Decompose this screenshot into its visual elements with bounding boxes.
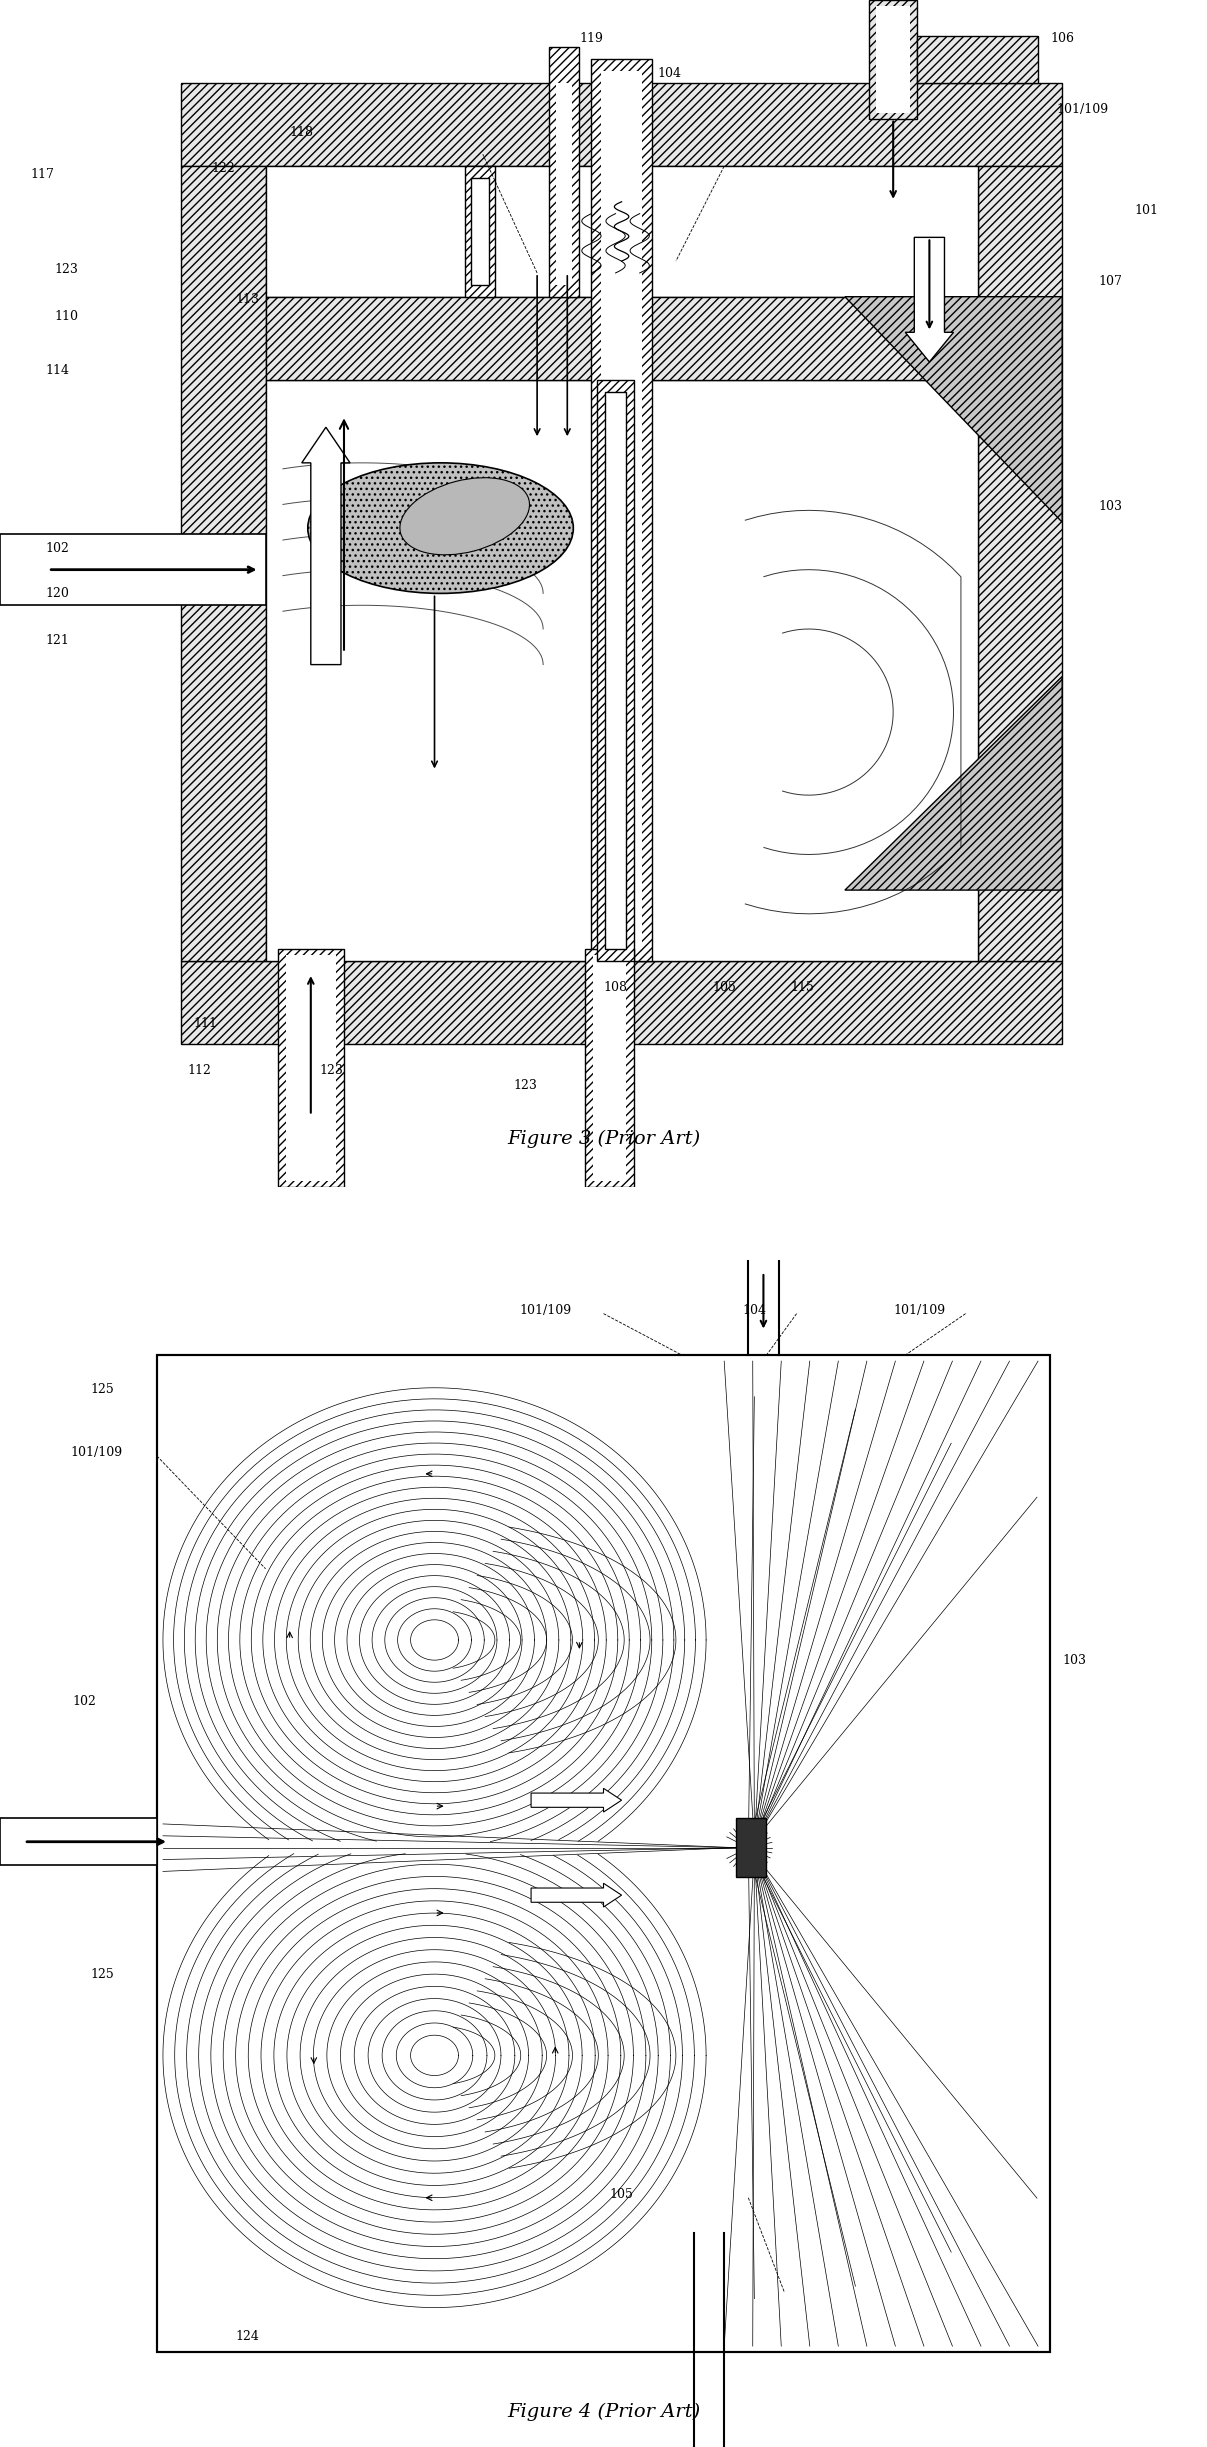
Bar — [978, 166, 1062, 962]
Text: 118: 118 — [290, 127, 314, 139]
Bar — [471, 179, 489, 284]
Text: 117: 117 — [30, 169, 54, 181]
Bar — [266, 166, 978, 296]
Bar — [593, 954, 626, 1182]
Text: 107: 107 — [1098, 274, 1123, 289]
Bar — [266, 296, 978, 379]
Text: 103: 103 — [1062, 1654, 1086, 1666]
Text: 102: 102 — [46, 541, 70, 555]
Bar — [917, 37, 1038, 83]
Text: 123: 123 — [320, 1064, 344, 1077]
Text: 121: 121 — [46, 634, 70, 648]
FancyArrow shape — [905, 237, 954, 362]
Text: 113: 113 — [235, 294, 260, 306]
Text: 104: 104 — [742, 1304, 766, 1316]
Text: 122: 122 — [211, 162, 235, 176]
Text: 114: 114 — [46, 365, 70, 377]
Bar — [549, 46, 579, 296]
Bar — [876, 5, 910, 113]
Text: 111: 111 — [193, 1016, 217, 1030]
Bar — [597, 379, 634, 962]
Text: 101/109: 101/109 — [519, 1304, 571, 1316]
Bar — [266, 379, 978, 962]
Text: 101/109: 101/109 — [70, 1446, 122, 1458]
Text: 104: 104 — [658, 66, 682, 81]
Text: 115: 115 — [791, 981, 815, 993]
FancyArrow shape — [302, 428, 350, 666]
Bar — [0, 533, 266, 604]
Bar — [157, 1356, 1050, 2352]
Bar — [181, 166, 266, 962]
Bar — [286, 954, 336, 1182]
Text: 102: 102 — [72, 1696, 97, 1708]
Text: 123: 123 — [513, 1079, 537, 1091]
Text: Figure 4 (Prior Art): Figure 4 (Prior Art) — [507, 2403, 700, 2420]
Text: 110: 110 — [54, 311, 78, 323]
Text: 101/109: 101/109 — [1056, 103, 1108, 115]
FancyArrow shape — [531, 1789, 622, 1813]
Text: 125: 125 — [91, 1967, 115, 1982]
Text: 105: 105 — [712, 981, 736, 993]
Bar — [465, 166, 495, 296]
Bar — [601, 71, 642, 949]
Bar — [605, 392, 626, 949]
Text: 105: 105 — [610, 2188, 634, 2200]
Bar — [556, 83, 572, 284]
Text: 124: 124 — [235, 2330, 260, 2344]
Text: 106: 106 — [1050, 32, 1074, 44]
Text: 120: 120 — [46, 587, 70, 600]
Bar — [278, 949, 344, 1187]
Bar — [181, 962, 1062, 1045]
Polygon shape — [845, 675, 1062, 891]
Bar — [591, 59, 652, 962]
Bar — [157, 1356, 1050, 2352]
Text: 101/109: 101/109 — [893, 1304, 945, 1316]
Text: Figure 3 (Prior Art): Figure 3 (Prior Art) — [507, 1131, 700, 1148]
Text: 108: 108 — [604, 981, 628, 993]
Bar — [869, 0, 917, 120]
Bar — [181, 83, 1062, 166]
Text: 101: 101 — [1135, 203, 1159, 218]
Polygon shape — [845, 296, 1062, 521]
FancyArrow shape — [531, 1884, 622, 1906]
Ellipse shape — [308, 462, 573, 595]
Bar — [736, 1818, 766, 1877]
Bar — [0, 1818, 157, 1865]
Text: 103: 103 — [1098, 499, 1123, 514]
Text: 125: 125 — [91, 1383, 115, 1397]
Text: 112: 112 — [187, 1064, 211, 1077]
Ellipse shape — [400, 477, 530, 555]
Bar — [585, 949, 634, 1187]
Text: 123: 123 — [54, 262, 78, 277]
Text: 119: 119 — [579, 32, 604, 44]
